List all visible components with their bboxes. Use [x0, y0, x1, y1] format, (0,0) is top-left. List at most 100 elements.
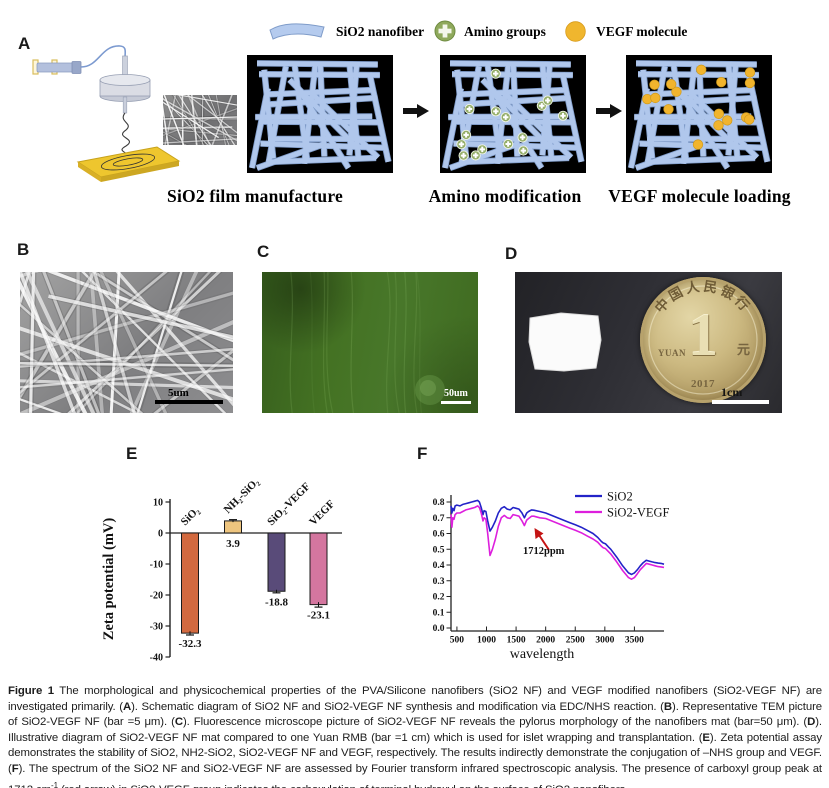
svg-text:3000: 3000	[595, 636, 614, 646]
amino-plus-icon	[557, 110, 569, 121]
amino-plus-icon	[458, 150, 469, 161]
sio2-film-diagram	[247, 55, 393, 173]
vegf-dot-icon	[650, 92, 661, 104]
vegf-dot-icon	[565, 21, 586, 42]
coin-unit: 元	[737, 342, 751, 357]
vegf-dot-icon	[716, 76, 727, 88]
panel-a-label: A	[18, 34, 31, 53]
scale-bar	[441, 401, 471, 404]
ftir-line-chart: 0.0 0.1 0.2 0.3 0.4 0.5 0.6 0.7 0.8 500 1000 1500 20…	[433, 490, 670, 663]
vegf-dot-icon	[696, 64, 707, 75]
series-SiO2	[450, 499, 665, 576]
svg-text:2500: 2500	[566, 636, 585, 646]
panel-e-label: E	[126, 444, 138, 463]
scale-bar-label: 1cm	[721, 385, 743, 399]
vegf-dot-icon	[713, 108, 725, 119]
panel-b-label: B	[17, 240, 30, 259]
svg-text:3500: 3500	[625, 636, 644, 646]
amino-modified-diagram	[440, 55, 586, 173]
amino-plus-icon	[503, 138, 514, 150]
svg-text:0.7: 0.7	[433, 514, 445, 524]
legend-label-vegf: VEGF molecule	[596, 24, 688, 39]
svg-text:-23.1: -23.1	[307, 610, 330, 622]
svg-text:NH₂-SiO₂: NH₂-SiO₂	[222, 476, 262, 516]
coin-year: 2017	[691, 378, 715, 390]
figure-caption: Figure 1 The morphological and physicoch…	[8, 685, 822, 788]
svg-text:0.2: 0.2	[433, 593, 445, 603]
vegf-dot-icon	[671, 86, 682, 97]
vegf-dot-icon	[649, 79, 660, 90]
coin-currency: YUAN	[658, 348, 686, 358]
svg-text:-30: -30	[150, 622, 163, 633]
vegf-dot-icon	[744, 114, 755, 125]
bar-1	[224, 520, 242, 534]
svg-text:1500: 1500	[507, 636, 526, 646]
panel-d-label: D	[505, 244, 518, 263]
vegf-dot-icon	[744, 77, 756, 89]
panel-f-label: F	[417, 444, 428, 463]
step2-title: Amino modification	[428, 186, 582, 206]
svg-text:SiO2: SiO2	[607, 490, 633, 504]
svg-text:wavelength: wavelength	[510, 647, 575, 662]
annotation-arrow-icon	[534, 528, 544, 539]
svg-text:0.6: 0.6	[433, 530, 445, 540]
amino-plus-icon	[434, 20, 456, 42]
nanofiber-mat	[528, 312, 602, 372]
svg-text:1000: 1000	[477, 636, 496, 646]
panel-c-label: C	[257, 242, 270, 261]
vegf-dot-icon	[692, 139, 704, 150]
one-yuan-coin: 中国人民银行 1 YUAN 元 2017	[640, 277, 766, 403]
vegf-dot-icon	[666, 79, 677, 90]
scale-bar	[712, 400, 769, 404]
svg-text:SiO₂-VEGF: SiO₂-VEGF	[265, 480, 313, 528]
amino-plus-icon	[542, 95, 553, 106]
coin-denomination: 1	[688, 302, 718, 368]
fluorescence-image-panel-c: 50um	[262, 272, 478, 413]
svg-text:0.3: 0.3	[433, 577, 445, 587]
electrospinning-apparatus-diagram	[32, 45, 181, 182]
svg-text:0.4: 0.4	[433, 561, 445, 571]
sem-inset-image	[163, 95, 237, 145]
svg-text:-32.3: -32.3	[179, 638, 202, 650]
amino-plus-icon	[536, 100, 547, 111]
svg-text:-10: -10	[150, 560, 163, 571]
vegf-dot-icon	[663, 104, 674, 115]
svg-text:-18.8: -18.8	[265, 596, 288, 608]
zeta-potential-bar-chart: 10 0 -10 -20 -30 -40 -32.3 SiO₂ 3.9 NH₂-SiO₂ -18.8…	[101, 476, 342, 664]
photo-panel-d: 中国人民银行 1 YUAN 元 2017 1cm	[515, 272, 782, 413]
svg-text:-40: -40	[150, 653, 163, 664]
amino-plus-icon	[490, 68, 501, 79]
vegf-dot-icon	[722, 115, 733, 126]
bar-3	[309, 532, 328, 606]
sem-image-panel-b: 5um	[20, 272, 233, 413]
arrow-right-icon	[403, 104, 429, 118]
amino-plus-icon	[470, 150, 481, 161]
amino-plus-icon	[456, 139, 467, 150]
syringe-barrel	[36, 62, 76, 73]
amino-plus-icon	[490, 106, 501, 117]
nanofiber-ribbon-icon	[269, 23, 325, 40]
amino-plus-icon	[500, 112, 511, 123]
legend-label-amino: Amino groups	[464, 24, 546, 39]
svg-text:Zeta potential (mV): Zeta potential (mV)	[101, 518, 117, 641]
svg-text:1712ppm: 1712ppm	[523, 546, 565, 557]
svg-text:0.0: 0.0	[433, 624, 445, 634]
svg-text:3.9: 3.9	[226, 538, 240, 550]
svg-text:SiO2-VEGF: SiO2-VEGF	[607, 506, 670, 520]
svg-text:VEGF: VEGF	[307, 498, 337, 528]
step3-title: VEGF molecule loading	[608, 186, 791, 206]
amino-plus-icon	[518, 145, 529, 156]
scale-bar	[155, 400, 223, 404]
arrow-right-icon	[596, 104, 622, 118]
amino-plus-icon	[464, 103, 475, 115]
svg-text:0.8: 0.8	[433, 498, 445, 508]
vegf-loaded-diagram	[626, 55, 772, 173]
svg-text:2000: 2000	[536, 636, 555, 646]
scale-bar-label: 50um	[444, 388, 468, 399]
svg-text:10: 10	[153, 498, 163, 509]
svg-text:500: 500	[450, 636, 465, 646]
vegf-dot-icon	[744, 67, 756, 78]
legend-label-nanofiber: SiO2 nanofiber	[336, 24, 425, 39]
svg-text:0.1: 0.1	[433, 608, 445, 618]
